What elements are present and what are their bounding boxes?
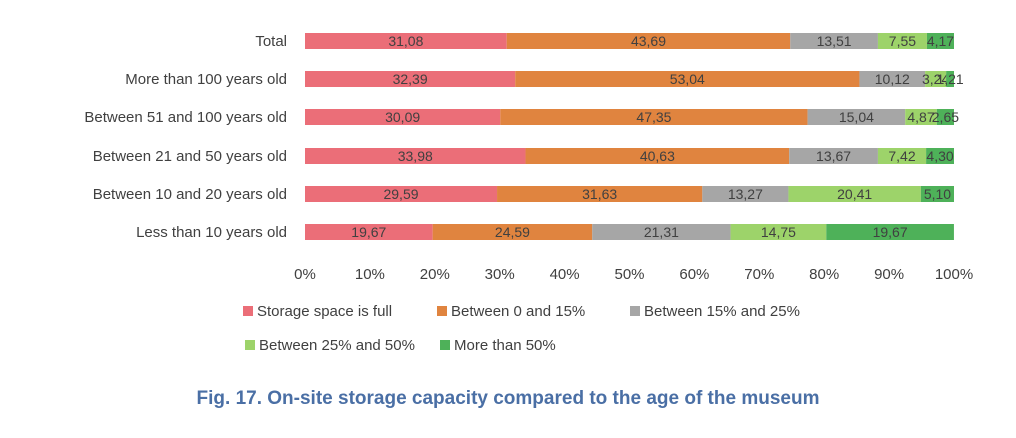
bar-segment [305, 148, 526, 164]
bar-segment [305, 109, 501, 125]
stacked-bar-chart: Total 31,08 43,69 13,51 7,55 4,17 More than 10… [84, 33, 973, 354]
bar-segment [305, 224, 433, 240]
data-label: 1,21 [936, 71, 963, 87]
legend-label: Between 0 and 15% [451, 303, 585, 320]
x-tick-label: 60% [679, 266, 709, 283]
data-label: 13,27 [728, 186, 763, 202]
data-label: 5,10 [924, 186, 951, 202]
x-tick-label: 100% [935, 266, 973, 283]
x-tick-label: 90% [874, 266, 904, 283]
bar-segment [936, 109, 954, 125]
x-tick-label: 80% [809, 266, 839, 283]
data-label: 33,98 [398, 148, 433, 164]
bar-segment [525, 148, 790, 164]
data-label: 4,30 [926, 148, 953, 164]
data-label: 13,67 [816, 148, 851, 164]
legend-swatch [440, 340, 450, 350]
data-label: 19,67 [351, 224, 386, 240]
data-label: 10,12 [875, 71, 910, 87]
figure-caption: Fig. 17. On-site storage capacity compar… [196, 388, 820, 409]
legend-swatch [243, 306, 253, 316]
bar-segment [305, 33, 507, 49]
data-label: 21,31 [644, 224, 679, 240]
data-label: 3,24 [922, 71, 949, 87]
legend-label: Between 25% and 50% [259, 337, 415, 354]
bar-segment [789, 148, 878, 164]
x-tick-label: 20% [420, 266, 450, 283]
bar-segment [807, 109, 906, 125]
bar-segment [920, 186, 954, 202]
category-label: More than 100 years old [125, 71, 287, 88]
bar-segment [305, 186, 498, 202]
legend-swatch [437, 306, 447, 316]
data-label: 13,51 [817, 33, 852, 49]
data-label: 15,04 [839, 109, 874, 125]
x-tick-label: 10% [355, 266, 385, 283]
x-tick-label: 40% [550, 266, 580, 283]
data-label: 31,63 [582, 186, 617, 202]
data-label: 7,42 [888, 148, 915, 164]
data-label: 14,75 [761, 224, 796, 240]
bar-segment [826, 224, 954, 240]
data-label: 4,17 [927, 33, 954, 49]
bar-segment [859, 71, 926, 87]
x-tick-label: 70% [744, 266, 774, 283]
category-label: Between 51 and 100 years old [84, 109, 287, 126]
bar-segment [305, 71, 516, 87]
legend-label: Between 15% and 25% [644, 303, 800, 320]
category-label: Total [255, 33, 287, 50]
legend-swatch [245, 340, 255, 350]
bar-segment [946, 71, 954, 87]
bar-segment [905, 109, 937, 125]
x-tick-label: 30% [485, 266, 515, 283]
bar-segment [500, 109, 808, 125]
data-label: 32,39 [393, 71, 428, 87]
data-label: 43,69 [631, 33, 666, 49]
bar-segment [790, 33, 878, 49]
data-label: 24,59 [495, 224, 530, 240]
category-label: Between 21 and 50 years old [93, 148, 287, 165]
data-label: 30,09 [385, 109, 420, 125]
x-tick-label: 50% [614, 266, 644, 283]
data-label: 47,35 [636, 109, 671, 125]
data-label: 29,59 [383, 186, 418, 202]
data-label: 7,55 [889, 33, 916, 49]
data-label: 4,87 [907, 109, 934, 125]
bar-segment [730, 224, 827, 240]
data-label: 53,04 [670, 71, 705, 87]
bar-segment [432, 224, 593, 240]
legend-label: Storage space is full [257, 303, 392, 320]
data-label: 20,41 [837, 186, 872, 202]
data-label: 2,65 [932, 109, 959, 125]
bar-segment [926, 33, 954, 49]
bar-segment [506, 33, 791, 49]
bar-segment [592, 224, 731, 240]
category-label: Between 10 and 20 years old [93, 186, 287, 203]
bar-segment [877, 148, 927, 164]
bar-segment [926, 148, 954, 164]
category-label: Less than 10 years old [136, 224, 287, 241]
legend-label: More than 50% [454, 337, 556, 354]
legend-swatch [630, 306, 640, 316]
data-label: 40,63 [640, 148, 675, 164]
bar-segment [877, 33, 927, 49]
bar-segment [515, 71, 860, 87]
bar-segment [925, 71, 947, 87]
data-label: 31,08 [388, 33, 423, 49]
x-tick-label: 0% [294, 266, 316, 283]
bar-segment [497, 186, 703, 202]
bar-segment [702, 186, 789, 202]
bar-segment [788, 186, 921, 202]
data-label: 19,67 [873, 224, 908, 240]
